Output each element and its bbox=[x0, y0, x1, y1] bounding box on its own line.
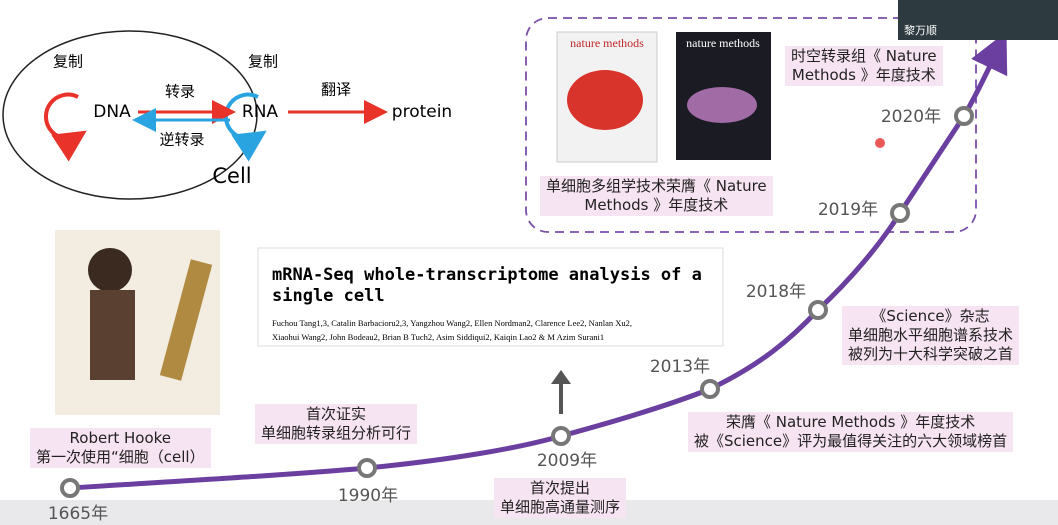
note-line: 《Science》杂志 bbox=[871, 307, 990, 325]
label: Cell bbox=[212, 164, 251, 188]
milestone-note: Robert Hooke 第一次使用“细胞（cell） bbox=[30, 428, 211, 468]
milestone-year: 2018年 bbox=[746, 282, 806, 302]
note-line: 被列为十大科学突破之首 bbox=[848, 345, 1014, 363]
cover-art bbox=[567, 70, 643, 130]
paper-authors: Fuchou Tang1,3, Catalin Barbacioru2,3, Y… bbox=[272, 318, 632, 328]
milestone-year: 2020年 bbox=[881, 107, 941, 127]
note-line: 被《Science》评为最值得关注的六大领域榜首 bbox=[694, 432, 1008, 450]
paper-title: mRNA-Seq whole-transcriptome analysis of… bbox=[272, 265, 702, 285]
milestone-dot bbox=[890, 203, 910, 223]
milestone-note: 单细胞多组学技术荣膺《 Nature Methods 》年度技术 bbox=[540, 176, 773, 216]
note-line: 荣膺《 Nature Methods 》年度技术 bbox=[725, 413, 976, 431]
milestone-note: 时空转录组《 Nature Methods 》年度技术 bbox=[785, 46, 943, 86]
milestone-dot bbox=[551, 426, 571, 446]
milestone-year: 2019年 bbox=[818, 200, 878, 220]
milestone-year: 1665年 bbox=[48, 504, 108, 524]
replication-arrow bbox=[44, 92, 87, 162]
label: 复制 bbox=[53, 53, 83, 71]
paper-title: single cell bbox=[272, 286, 385, 306]
portrait-art bbox=[88, 248, 132, 292]
label: 翻译 bbox=[321, 81, 351, 99]
label: 逆转录 bbox=[159, 131, 204, 149]
milestone-dot bbox=[700, 379, 720, 399]
cover-title: nature methods bbox=[570, 36, 644, 50]
label: protein bbox=[392, 102, 452, 122]
label: 复制 bbox=[248, 53, 278, 71]
milestone-year: 2009年 bbox=[537, 451, 597, 471]
highlight-box bbox=[525, 17, 977, 233]
milestone-dot bbox=[954, 106, 974, 126]
paper-authors: Xiaohui Wang2, John Bodeau2, Brian B Tuc… bbox=[272, 332, 604, 342]
label: RNA bbox=[242, 102, 279, 122]
note-line: 首次提出 bbox=[530, 479, 591, 497]
milestone-year: 1990年 bbox=[338, 486, 398, 506]
speaker-name: 黎万顺 bbox=[904, 23, 937, 37]
note-line: Methods 》年度技术 bbox=[791, 66, 936, 84]
portrait-art bbox=[159, 259, 213, 381]
note-line: 时空转录组《 Nature bbox=[791, 47, 937, 65]
milestone-dot bbox=[60, 478, 80, 498]
milestone-note: 荣膺《 Nature Methods 》年度技术 被《Science》评为最值得关… bbox=[688, 412, 1014, 452]
note-line: 第一次使用“细胞（cell） bbox=[36, 448, 205, 466]
label: 转录 bbox=[165, 83, 195, 101]
paper-card bbox=[257, 247, 724, 347]
pointer-dot bbox=[875, 138, 885, 148]
milestone-dot bbox=[808, 300, 828, 320]
note-line: Methods 》年度技术 bbox=[584, 196, 729, 214]
note-line: 首次证实 bbox=[306, 405, 367, 423]
note-line: 单细胞多组学技术荣膺《 Nature bbox=[546, 177, 767, 195]
milestone-note: 《Science》杂志 单细胞水平细胞谱系技术 被列为十大科学突破之首 bbox=[842, 306, 1020, 365]
note-line: 单细胞水平细胞谱系技术 bbox=[848, 326, 1014, 344]
label: DNA bbox=[93, 102, 131, 122]
cover-art bbox=[687, 87, 757, 123]
up-arrow-head bbox=[551, 370, 571, 384]
note-line: 单细胞高通量测序 bbox=[500, 498, 621, 516]
speaker-video bbox=[898, 0, 1058, 40]
milestone-dot bbox=[357, 458, 377, 478]
cell-ellipse bbox=[2, 30, 258, 200]
milestone-year: 2013年 bbox=[650, 357, 710, 377]
portrait-art bbox=[90, 290, 135, 380]
milestone-note: 首次提出 单细胞高通量测序 bbox=[494, 478, 627, 518]
note-line: Robert Hooke bbox=[69, 429, 172, 447]
note-line: 单细胞转录组分析可行 bbox=[261, 424, 412, 442]
cover-title: nature methods bbox=[686, 36, 760, 50]
milestone-note: 首次证实 单细胞转录组分析可行 bbox=[255, 404, 418, 444]
